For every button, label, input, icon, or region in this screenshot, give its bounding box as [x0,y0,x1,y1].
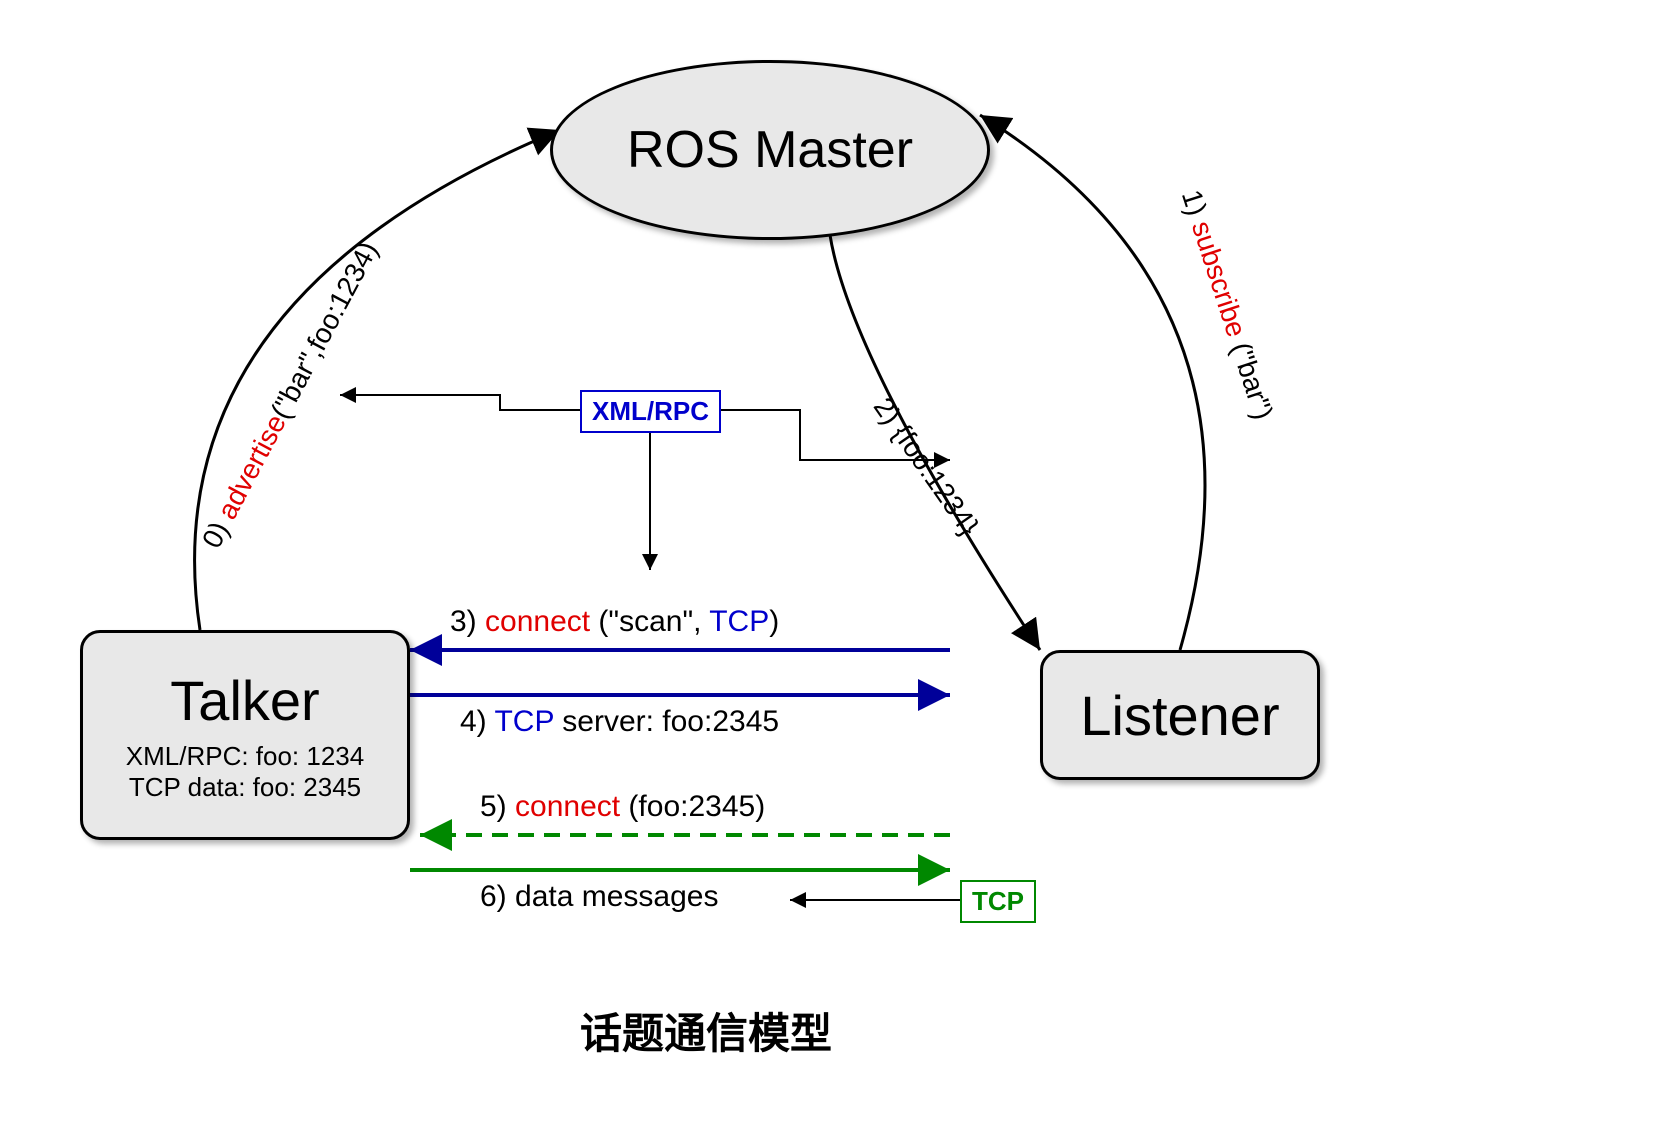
e3-mid: ("scan", [590,605,709,638]
node-talker-sub1: XML/RPC: foo: 1234 [126,741,364,772]
diagram-caption: 话题通信模型 [580,1000,832,1061]
e6-suffix: data messages [515,880,718,913]
tcp-label: TCP [972,886,1024,916]
e3-red: connect [485,605,590,638]
node-talker-label: Talker [170,668,319,733]
e5-suffix: (foo:2345) [620,790,765,823]
node-ros-master-label: ROS Master [627,120,913,180]
e4-blue: TCP [494,705,553,738]
xmlrpc-label: XML/RPC [592,396,709,426]
node-tcp-box: TCP [960,880,1036,923]
edge-4-label: 4) TCP server: foo:2345 [460,705,779,739]
e5-red: connect [515,790,620,823]
edge-1-subscribe [980,115,1205,650]
e3-end: ) [769,605,779,638]
edge-xmlrpc-left [340,395,580,410]
node-xmlrpc-box: XML/RPC [580,390,721,433]
e3-blue: TCP [709,605,769,638]
e5-prefix: 5) [480,790,515,823]
edge-0-advertise [195,130,560,630]
e3-prefix: 3) [450,605,485,638]
diagram-canvas: ROS Master Talker XML/RPC: foo: 1234 TCP… [0,0,1674,1144]
edge-5-label: 5) connect (foo:2345) [480,790,765,824]
e4-prefix: 4) [460,705,494,738]
e4-suffix: server: foo:2345 [554,705,779,738]
node-listener: Listener [1040,650,1320,780]
edge-2-foo [830,235,1040,650]
node-talker: Talker XML/RPC: foo: 1234 TCP data: foo:… [80,630,410,840]
e6-prefix: 6) [480,880,515,913]
caption-text: 话题通信模型 [580,1010,832,1057]
edge-6-label: 6) data messages [480,880,718,914]
node-talker-sub2: TCP data: foo: 2345 [129,772,361,803]
node-ros-master: ROS Master [550,60,990,240]
node-listener-label: Listener [1080,683,1279,748]
edge-3-label: 3) connect ("scan", TCP) [450,605,779,639]
